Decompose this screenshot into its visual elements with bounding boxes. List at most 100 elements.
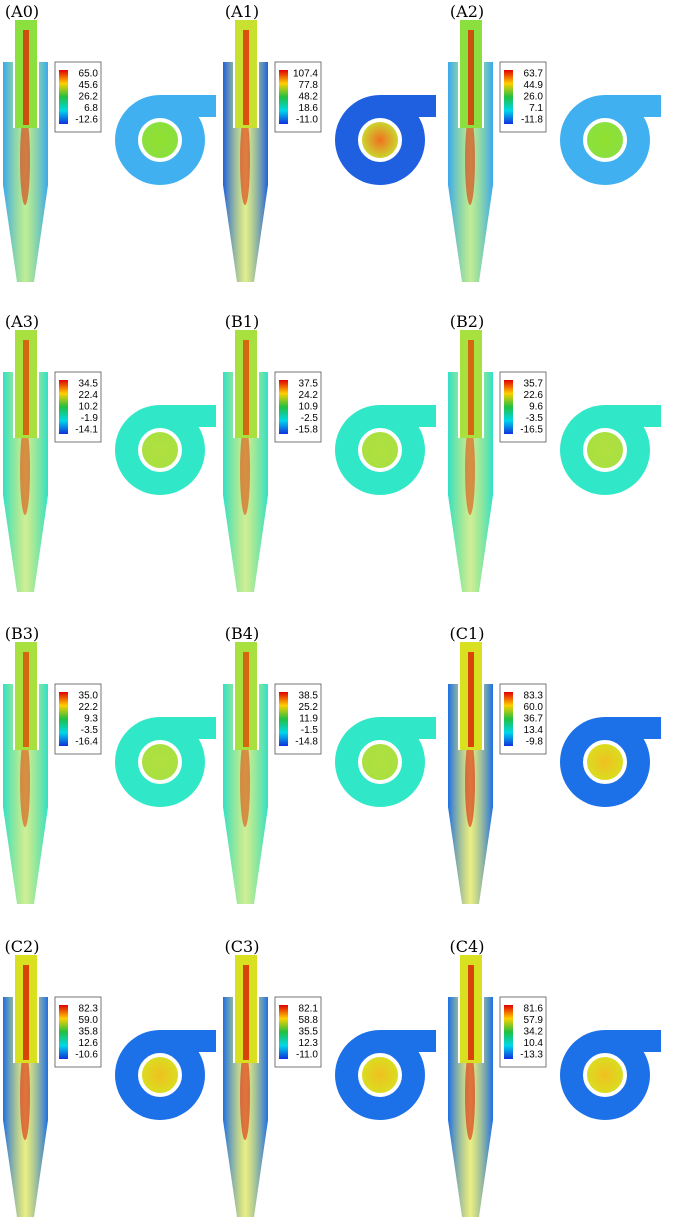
cyclone-core xyxy=(465,737,475,827)
panel: (A1) 107.477.848.218.6-11.0 xyxy=(223,2,436,282)
legend-value: -11.0 xyxy=(296,115,318,126)
colorbar xyxy=(59,1005,68,1059)
ring xyxy=(583,1053,627,1097)
cyclone-core xyxy=(465,115,475,205)
panel-label: (C1) xyxy=(450,624,485,643)
legend-value: 12.3 xyxy=(299,1038,319,1049)
legend-value: 25.2 xyxy=(299,702,319,713)
cyclone-core xyxy=(240,1050,250,1140)
panel-label: (A0) xyxy=(5,2,39,21)
panel-label: (A1) xyxy=(225,2,259,21)
legend-value: 107.4 xyxy=(293,69,318,80)
panel-label: (B3) xyxy=(5,624,39,643)
legend-value: 7.1 xyxy=(529,103,543,114)
colorbar xyxy=(504,1005,513,1059)
panel: (C1) 83.360.036.713.4-9.8 xyxy=(448,624,661,904)
legend-value: -14.1 xyxy=(75,425,98,436)
legend-value: 63.7 xyxy=(524,69,544,80)
legend-value: 22.6 xyxy=(524,390,544,401)
legend-value: -15.8 xyxy=(295,425,318,436)
legend-value: -3.5 xyxy=(81,725,99,736)
legend-value: 10.4 xyxy=(524,1038,544,1049)
legend-value: 26.0 xyxy=(524,92,544,103)
colorbar xyxy=(59,692,68,746)
panel-label: (C3) xyxy=(225,937,260,956)
legend-value: 36.7 xyxy=(524,714,544,725)
legend-value: 9.6 xyxy=(529,402,543,413)
legend-value: -1.5 xyxy=(301,725,319,736)
legend-value: 65.0 xyxy=(79,69,99,80)
colorbar xyxy=(279,380,288,434)
ring xyxy=(358,428,402,472)
panel: (A3) 34.522.410.2-1.9-14.1 xyxy=(3,312,216,592)
cyclone-core xyxy=(20,115,30,205)
legend-value: 45.6 xyxy=(79,80,99,91)
colorbar xyxy=(59,380,68,434)
legend-value: 48.2 xyxy=(299,92,319,103)
legend-value: 44.9 xyxy=(524,80,544,91)
panel: (C2) 82.359.035.812.6-10.6 xyxy=(3,937,216,1217)
panel: (B4) 38.525.211.9-1.5-14.8 xyxy=(223,624,436,904)
legend-value: 26.2 xyxy=(79,92,99,103)
ring xyxy=(358,740,402,784)
vortex-core xyxy=(243,652,249,747)
ring xyxy=(138,118,182,162)
ring xyxy=(138,1053,182,1097)
panel: (A2) 63.744.926.07.1-11.8 xyxy=(448,2,661,282)
legend-value: 77.8 xyxy=(299,80,319,91)
panel-label: (A3) xyxy=(5,312,39,331)
panel-label: (A2) xyxy=(450,2,484,21)
legend-value: -3.5 xyxy=(526,413,544,424)
legend-value: 34.2 xyxy=(524,1027,544,1038)
legend-value: 38.5 xyxy=(299,691,319,702)
vortex-core xyxy=(243,30,249,125)
panel: (B1) 37.524.210.9-2.5-15.8 xyxy=(223,312,436,592)
vortex-core xyxy=(468,652,474,747)
legend-value: 34.5 xyxy=(79,379,99,390)
ring xyxy=(358,118,402,162)
legend-value: -11.0 xyxy=(296,1050,318,1061)
panel-label: (C2) xyxy=(5,937,40,956)
legend-value: 13.4 xyxy=(524,725,544,736)
panel-label: (B2) xyxy=(450,312,484,331)
panel: (B2) 35.722.69.6-3.5-16.5 xyxy=(448,312,661,592)
legend-value: -12.6 xyxy=(75,115,98,126)
ring xyxy=(583,740,627,784)
legend-value: 37.5 xyxy=(299,379,319,390)
vortex-core xyxy=(23,965,29,1060)
legend-value: 82.3 xyxy=(79,1004,99,1015)
legend-value: 57.9 xyxy=(524,1015,544,1026)
legend-value: 35.8 xyxy=(79,1027,99,1038)
panel: (C4) 81.657.934.210.4-13.3 xyxy=(448,937,661,1217)
cyclone-core xyxy=(465,425,475,515)
legend-value: -16.5 xyxy=(520,425,543,436)
ring xyxy=(138,740,182,784)
legend-value: -16.4 xyxy=(75,737,98,748)
vortex-core xyxy=(468,30,474,125)
panel-label: (C4) xyxy=(450,937,485,956)
panel-label: (B1) xyxy=(225,312,259,331)
cyclone-core xyxy=(240,425,250,515)
legend-value: 60.0 xyxy=(524,702,544,713)
legend-value: 35.7 xyxy=(524,379,544,390)
panel: (C3) 82.158.835.512.3-11.0 xyxy=(223,937,436,1217)
legend-value: -11.8 xyxy=(521,115,543,126)
vortex-core xyxy=(468,965,474,1060)
vortex-core xyxy=(23,30,29,125)
legend-value: 58.8 xyxy=(299,1015,319,1026)
panel-label: (B4) xyxy=(225,624,259,643)
legend-value: 22.2 xyxy=(79,702,99,713)
legend-value: 35.0 xyxy=(79,691,99,702)
ring xyxy=(583,428,627,472)
legend-value: 10.9 xyxy=(299,402,319,413)
vortex-core xyxy=(243,340,249,435)
colorbar xyxy=(504,692,513,746)
legend-value: -9.8 xyxy=(526,737,544,748)
cyclone-core xyxy=(240,115,250,205)
legend-value: 59.0 xyxy=(79,1015,99,1026)
legend-value: 83.3 xyxy=(524,691,544,702)
ring xyxy=(138,428,182,472)
cyclone-core xyxy=(465,1050,475,1140)
legend-value: 18.6 xyxy=(299,103,319,114)
panel: (B3) 35.022.29.3-3.5-16.4 xyxy=(3,624,216,904)
